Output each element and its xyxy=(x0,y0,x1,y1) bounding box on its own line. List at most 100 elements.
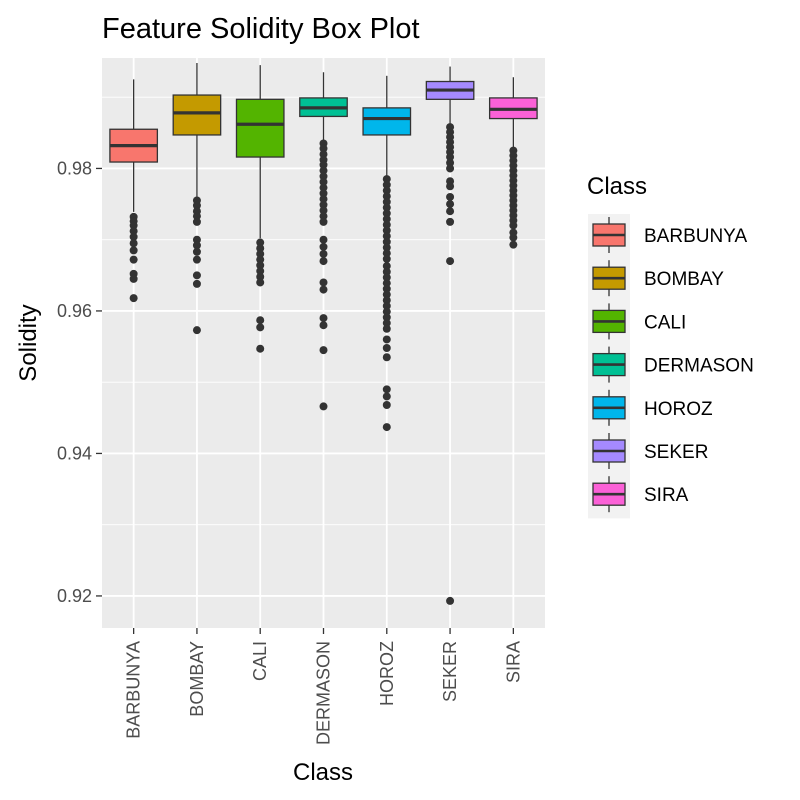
outlier-point xyxy=(129,294,138,303)
outlier-point xyxy=(382,197,391,206)
box-body xyxy=(235,98,285,158)
box-horoz xyxy=(362,75,412,432)
outlier-point xyxy=(382,226,391,235)
outlier-point xyxy=(319,160,328,169)
outlier-point xyxy=(382,324,391,333)
outlier-point xyxy=(129,221,138,230)
legend-label: BARBUNYA xyxy=(644,226,747,247)
outlier-point xyxy=(509,233,518,242)
x-axis: BARBUNYA BOMBAY CALI DERMASON HOROZ SEKER SIRA xyxy=(124,628,523,745)
outlier-point xyxy=(382,279,391,288)
outlier-point xyxy=(129,232,138,241)
outlier-point xyxy=(382,180,391,189)
outlier-point xyxy=(256,278,265,287)
outlier-point xyxy=(382,319,391,328)
outlier-point xyxy=(446,217,455,226)
outlier-point xyxy=(382,262,391,271)
y-axis: 0.92 0.94 0.96 0.98 xyxy=(57,158,102,606)
x-axis-title: Class xyxy=(293,759,353,786)
outlier-point xyxy=(319,278,328,287)
outlier-point xyxy=(382,343,391,352)
outlier-point xyxy=(192,217,201,226)
legend-title: Class xyxy=(587,173,647,200)
outlier-point xyxy=(129,246,138,255)
outlier-point xyxy=(319,212,328,221)
y-axis-title: Solidity xyxy=(15,304,42,381)
outlier-point xyxy=(446,182,455,191)
outlier-point xyxy=(382,307,391,316)
outlier-point xyxy=(319,166,328,175)
outlier-point xyxy=(129,274,138,283)
outlier-point xyxy=(382,392,391,401)
outlier-point xyxy=(256,261,265,270)
y-tick-label: 0.92 xyxy=(57,586,92,606)
outlier-point xyxy=(256,238,265,247)
outlier-point xyxy=(129,255,138,264)
outlier-point xyxy=(446,192,455,201)
outlier-point xyxy=(382,267,391,276)
outlier-point xyxy=(319,150,328,159)
outlier-point xyxy=(382,215,391,224)
legend-item-cali: CALI xyxy=(592,303,686,340)
outlier-point xyxy=(256,255,265,264)
outlier-point xyxy=(319,177,328,186)
outlier-point xyxy=(256,323,265,332)
x-tick-label: BARBUNYA xyxy=(124,641,144,739)
outlier-point xyxy=(319,242,328,251)
x-tick-label: BOMBAY xyxy=(187,641,207,717)
outlier-point xyxy=(319,314,328,323)
outlier-point xyxy=(192,201,201,210)
outlier-point xyxy=(319,172,328,181)
outlier-point xyxy=(382,186,391,195)
outlier-point xyxy=(382,400,391,409)
outlier-point xyxy=(382,175,391,184)
chart-title: Feature Solidity Box Plot xyxy=(102,13,420,45)
y-tick-label: 0.94 xyxy=(57,443,92,463)
box-bombay xyxy=(172,62,222,335)
outlier-point xyxy=(319,206,328,215)
y-tick-label: 0.96 xyxy=(57,301,92,321)
x-tick-label: CALI xyxy=(250,641,270,681)
outlier-point xyxy=(192,271,201,280)
outlier-point xyxy=(319,346,328,355)
outlier-point xyxy=(382,254,391,263)
outlier-point xyxy=(319,144,328,153)
outlier-point xyxy=(256,316,265,325)
legend-item-seker: SEKER xyxy=(592,433,708,469)
outlier-point xyxy=(319,189,328,198)
outlier-point xyxy=(382,353,391,362)
outlier-point xyxy=(382,290,391,299)
outlier-point xyxy=(319,235,328,244)
outlier-point xyxy=(319,183,328,192)
outlier-point xyxy=(192,212,201,221)
outlier-point xyxy=(382,284,391,293)
outlier-point xyxy=(446,158,455,167)
legend-label: DERMASON xyxy=(644,356,754,377)
outlier-point xyxy=(509,240,518,249)
outlier-point xyxy=(129,227,138,236)
outlier-point xyxy=(446,207,455,216)
box-dermason xyxy=(299,72,348,411)
box-cali xyxy=(235,65,285,353)
outlier-point xyxy=(192,235,201,244)
legend-label: BOMBAY xyxy=(644,269,724,290)
box-body xyxy=(172,94,222,136)
outlier-point xyxy=(192,279,201,288)
outlier-point xyxy=(319,321,328,330)
outlier-point xyxy=(382,237,391,246)
outlier-point xyxy=(446,164,455,173)
outlier-point xyxy=(509,221,518,230)
outlier-point xyxy=(446,200,455,209)
outlier-point xyxy=(446,596,455,605)
outlier-point xyxy=(319,200,328,209)
outlier-point xyxy=(192,255,201,264)
outlier-point xyxy=(382,423,391,432)
legend-item-bombay: BOMBAY xyxy=(592,260,724,297)
outlier-point xyxy=(382,296,391,305)
outlier-point xyxy=(382,249,391,258)
legend-label: SEKER xyxy=(644,442,708,463)
outlier-point xyxy=(382,301,391,310)
outlier-point xyxy=(319,249,328,258)
legend-label: SIRA xyxy=(644,485,689,506)
